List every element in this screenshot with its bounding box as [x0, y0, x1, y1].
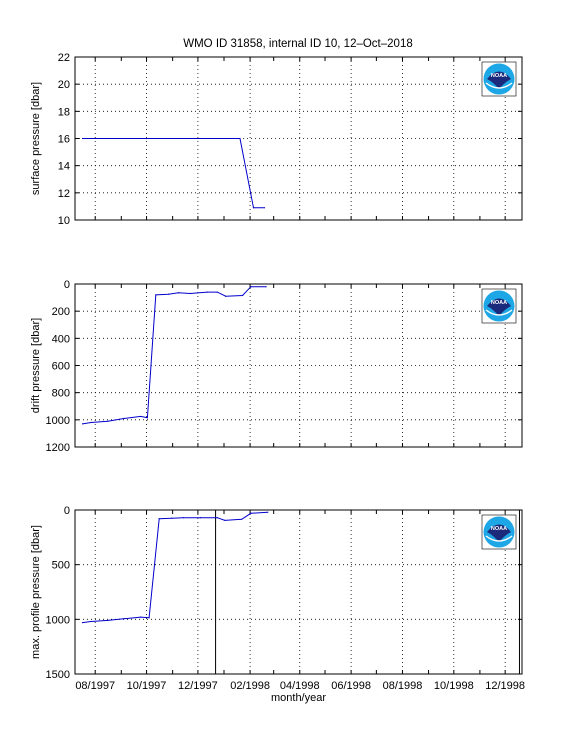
- y-tick-label: 1500: [46, 669, 70, 681]
- data-point: [241, 518, 243, 520]
- logo-text: NOAA: [491, 526, 507, 532]
- x-axis-label: month/year: [271, 692, 326, 704]
- chart-title: WMO ID 31858, internal ID 10, 12–Oct–201…: [183, 38, 412, 50]
- logo-wave-icon: [485, 309, 513, 316]
- panel-2: 0 200 400 600 800 1000 1200 drift pressure [dba…: [30, 279, 523, 454]
- data-point: [250, 286, 252, 288]
- y-tick-label: 14: [58, 161, 70, 173]
- noaa-logo: NOAA: [481, 288, 517, 324]
- data-point: [140, 415, 142, 418]
- y-tick-label: 12: [58, 188, 70, 200]
- data-point: [216, 517, 218, 519]
- noaa-logo: NOAA: [481, 514, 517, 550]
- data-point: [199, 517, 202, 519]
- data-point: [145, 137, 148, 140]
- y-tick-label: 600: [52, 361, 70, 373]
- y-tick-label: 20: [58, 79, 70, 91]
- data-point: [206, 291, 208, 293]
- y-tick-label: 22: [58, 52, 70, 64]
- panel-3: 0 500 1000 1500 08/1997 10/1997 12/1997 02/1998…: [30, 505, 525, 704]
- data-point: [263, 207, 266, 209]
- data-point: [148, 617, 150, 619]
- y-tick-label: 0: [64, 279, 70, 291]
- series-line-1: [82, 286, 267, 425]
- panel-1: 10 12 14 16 18 20 22 surface pressure [dbar] NOA…: [30, 52, 523, 227]
- x-tick-label: 06/1998: [331, 680, 371, 692]
- y-tick-label: 1000: [46, 415, 70, 427]
- y-tick-label: 400: [52, 333, 70, 345]
- logo-wave-icon: [485, 82, 513, 89]
- y-axis-label: surface pressure [dbar]: [30, 82, 42, 195]
- logo-bird-icon: [487, 524, 511, 542]
- plot-frame: [74, 283, 523, 448]
- y-tick-label: 800: [52, 388, 70, 400]
- x-tick-label: 10/1998: [434, 680, 474, 692]
- data-point: [239, 137, 241, 140]
- y-tick-label: 1200: [46, 442, 70, 454]
- y-axis-label: max. profile pressure [dbar]: [30, 525, 42, 659]
- data-point: [250, 512, 252, 514]
- x-tick-label: 12/1997: [178, 680, 218, 692]
- logo-wave-icon: [485, 535, 513, 542]
- y-tick-label: 18: [58, 106, 70, 118]
- logo-text: NOAA: [491, 300, 507, 306]
- y-tick-label: 16: [58, 134, 70, 146]
- data-point: [155, 294, 157, 296]
- y-axis-label: drift pressure [dbar]: [30, 318, 42, 413]
- y-tick-label: 10: [58, 215, 70, 227]
- data-point: [123, 417, 125, 420]
- x-tick-label: 08/1997: [75, 680, 115, 692]
- data-point: [81, 423, 84, 425]
- data-point: [123, 618, 125, 620]
- data-point: [252, 207, 255, 209]
- data-point: [265, 286, 267, 288]
- y-tick-label: 1000: [46, 614, 70, 626]
- data-point: [107, 619, 109, 622]
- x-tick-label: 12/1998: [485, 680, 525, 692]
- data-point: [158, 518, 160, 520]
- data-point: [90, 620, 92, 623]
- data-point: [171, 517, 173, 519]
- series-line-1: [82, 511, 268, 624]
- data-point: [224, 519, 226, 521]
- x-tick-label: 02/1998: [230, 680, 270, 692]
- noaa-logo: NOAA: [481, 61, 517, 97]
- data-point: [90, 421, 92, 424]
- x-tick-label: 10/1997: [127, 680, 167, 692]
- data-point: [241, 294, 244, 297]
- x-tick-label: 08/1998: [383, 680, 423, 692]
- x-tick-label: 04/1998: [280, 680, 320, 692]
- data-point: [189, 292, 191, 295]
- data-point: [140, 616, 142, 618]
- data-point: [81, 622, 84, 624]
- y-tick-label: 200: [52, 306, 70, 318]
- logo-text: NOAA: [491, 73, 507, 79]
- series-line-1: [82, 138, 265, 209]
- data-point: [182, 517, 185, 519]
- data-point: [146, 417, 148, 419]
- y-tick-label: 0: [64, 505, 70, 517]
- data-point: [225, 295, 227, 297]
- y-tick-label: 500: [52, 560, 70, 572]
- data-point: [107, 420, 109, 422]
- data-point: [167, 293, 170, 295]
- data-point: [267, 511, 269, 513]
- logo-bird-icon: [487, 298, 511, 316]
- logo-bird-icon: [487, 71, 511, 89]
- data-point: [177, 292, 180, 294]
- plot-frame: [74, 509, 523, 675]
- data-point: [216, 291, 218, 293]
- data-point: [81, 137, 84, 140]
